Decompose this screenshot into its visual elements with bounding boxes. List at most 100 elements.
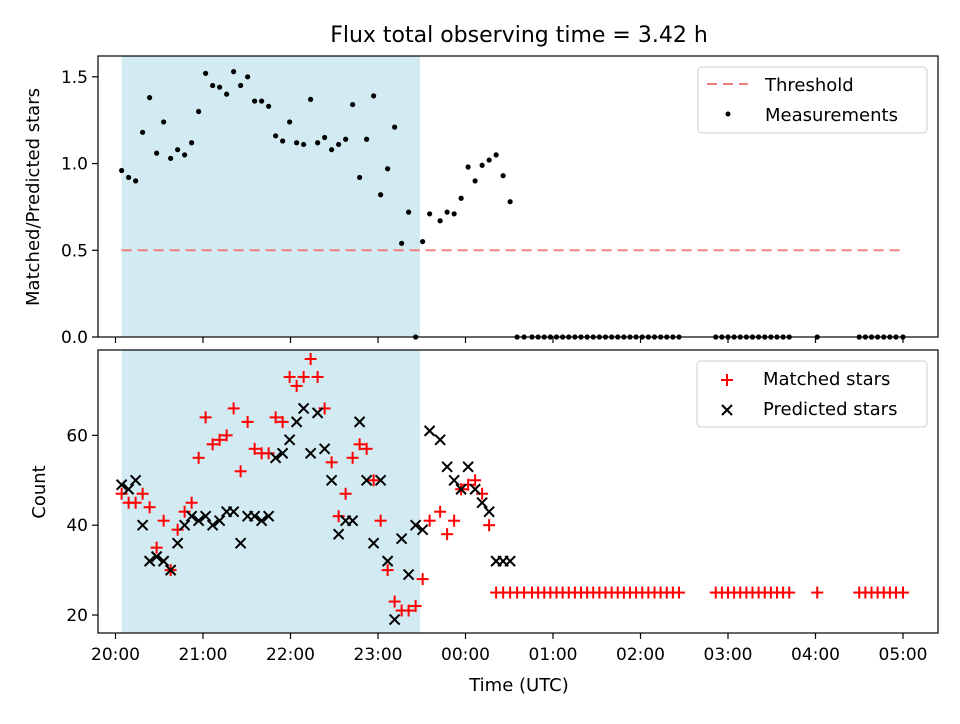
- matched-star-point: [185, 496, 198, 509]
- predicted-star-point: [122, 483, 135, 495]
- measurement-point: [217, 84, 223, 90]
- measurement-point: [280, 138, 286, 144]
- predicted-star-point: [416, 523, 429, 536]
- measurement-point: [399, 240, 405, 246]
- predicted-star-point: [136, 519, 149, 531]
- matched-star-point: [434, 505, 447, 518]
- matched-star-point: [811, 586, 824, 599]
- top-legend-box: [697, 66, 928, 134]
- legend-threshold-label: Threshold: [764, 75, 854, 96]
- matched-star-point: [157, 514, 170, 527]
- matched-star-point: [290, 379, 303, 392]
- measurement-point: [245, 74, 251, 80]
- measurement-point: [364, 136, 370, 142]
- measurement-point: [161, 119, 167, 125]
- predicted-star-point: [115, 479, 128, 491]
- matched-star-point: [199, 411, 212, 424]
- matched-star-point: [178, 505, 191, 518]
- matched-star-point: [783, 586, 796, 599]
- measurement-point: [154, 150, 160, 156]
- predicted-star-point: [360, 474, 373, 486]
- measurement-point: [343, 136, 349, 142]
- measurement-point: [231, 69, 237, 75]
- matched-star-point: [388, 595, 401, 608]
- predicted-star-point: [248, 510, 261, 522]
- predicted-star-point: [318, 443, 331, 455]
- predicted-star-point: [213, 514, 226, 527]
- predicted-star-point: [304, 447, 317, 460]
- matched-star-point: [367, 474, 380, 487]
- top-ylabel: Matched/Predicted stars: [23, 88, 44, 306]
- bottom-legend-box: [696, 360, 928, 428]
- predicted-star-point: [157, 555, 170, 567]
- predicted-star-point: [455, 483, 467, 495]
- predicted-star-point: [143, 555, 156, 567]
- legend-measurements-marker: [725, 111, 731, 117]
- measurement-point: [451, 211, 457, 217]
- y-tick-label: 0.5: [61, 241, 88, 261]
- matched-star-point: [448, 514, 461, 527]
- measurement-point: [273, 133, 279, 139]
- measurement-point: [500, 173, 506, 179]
- y-tick-label: 60: [66, 426, 88, 446]
- matched-star-point: [469, 474, 482, 487]
- matched-star-point: [318, 402, 331, 415]
- measurement-point: [444, 209, 450, 215]
- matched-star-point: [476, 487, 489, 500]
- bottom-xlabel: Time (UTC): [468, 675, 569, 696]
- matched-star-point: [297, 370, 310, 383]
- predicted-star-point: [234, 537, 247, 549]
- predicted-star-point: [409, 519, 422, 531]
- predicted-star-point: [504, 555, 516, 567]
- measurement-point: [406, 209, 412, 215]
- matched-star-point: [304, 352, 317, 365]
- top-panel: 0.0 0.5 1.0 1.5 Matched/Predicted stars Thr…: [23, 55, 939, 348]
- predicted-star-point: [448, 474, 460, 486]
- predicted-star-point: [178, 519, 191, 531]
- predicted-star-point: [469, 483, 481, 495]
- measurement-point: [322, 134, 328, 141]
- matched-star-point: [673, 586, 685, 599]
- predicted-star-point: [185, 510, 198, 522]
- measurement-point: [189, 140, 195, 146]
- measurement-point: [252, 98, 258, 104]
- measurement-point: [437, 218, 443, 224]
- predicted-star-point: [332, 528, 345, 540]
- measurement-point: [472, 178, 478, 184]
- x-tick-label: 21:00: [179, 645, 228, 665]
- predicted-star-point: [192, 514, 205, 527]
- measurement-point: [427, 211, 433, 217]
- bottom-shaded-region: [121, 350, 420, 633]
- measurement-point: [140, 129, 146, 135]
- matched-star-point: [269, 411, 282, 424]
- measurement-point: [465, 164, 471, 170]
- x-tick-label: 05:00: [879, 645, 928, 665]
- y-tick-label: 1.5: [61, 68, 88, 88]
- measurement-point: [294, 140, 300, 146]
- matched-star-point: [171, 523, 184, 536]
- measurement-point: [196, 108, 202, 115]
- predicted-star-point: [199, 510, 212, 522]
- bottom-legend: Matched stars Predicted stars: [696, 360, 928, 428]
- measurement-point: [336, 141, 342, 148]
- predicted-star-point: [346, 514, 359, 527]
- measurement-point: [119, 167, 125, 174]
- x-tick-label: 23:00: [354, 645, 403, 665]
- matched-star-point: [311, 370, 324, 383]
- top-legend: Threshold Measurements: [697, 66, 928, 134]
- x-tick-label: 00:00: [441, 645, 490, 665]
- measurement-point: [203, 70, 209, 76]
- measurement-point: [287, 119, 293, 125]
- matched-star-point: [339, 487, 352, 500]
- measurement-point: [479, 162, 485, 168]
- measurement-point: [238, 82, 244, 89]
- measurement-point: [385, 166, 391, 172]
- predicted-star-point: [402, 568, 415, 581]
- predicted-star-point: [367, 537, 380, 549]
- measurement-point: [147, 95, 153, 101]
- measurement-point: [308, 96, 314, 102]
- matched-star-point: [423, 514, 436, 527]
- matched-star-point: [353, 438, 366, 451]
- matched-star-point: [416, 573, 429, 586]
